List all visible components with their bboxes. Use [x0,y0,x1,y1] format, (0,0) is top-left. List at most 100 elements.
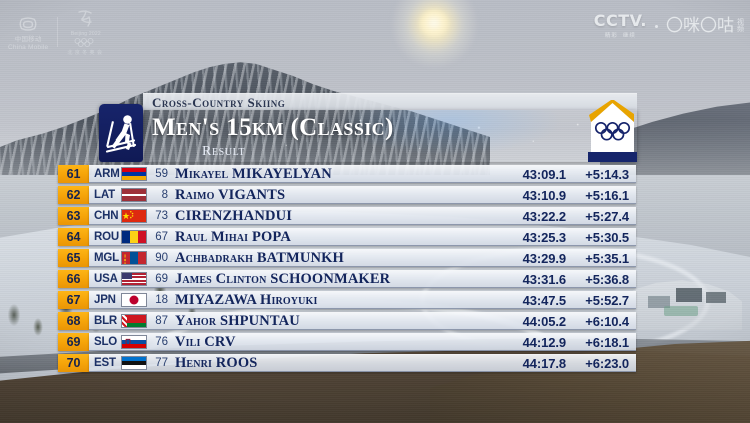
event-title-banner: Men's 15km (Classic) Result [143,110,637,162]
bib-number: 73 [155,210,168,222]
cctv-sublabel-left: 精彩 [604,33,618,39]
table-row: 70 EST 77 Henri ROOS 44:17.8 +6:23.0 [58,354,636,372]
migu-sublabel-bottom: 频 [737,26,744,33]
flag-japan-icon [121,293,147,307]
phase-label: Result [202,144,246,159]
table-row: 67 JPN 18 MIYAZAWA Hiroyuki 43:47.5 +5:52.7 [58,291,636,309]
flag-slovenia-icon [121,335,147,349]
watermark-divider [57,17,59,47]
venue-structure-c [706,292,726,303]
finish-time: 43:09.1 [522,166,567,182]
flag-armenia-icon [121,167,147,181]
row-body: MGL 90 Achbadrakh BATMUNKH 43:29.9 +5:35.1 [89,249,636,267]
cctv-label: CCTV. [593,11,647,30]
flag-belarus-icon [121,314,147,328]
beijing-2022-label: Beijing 2022 [70,31,101,37]
venue-structure-b [676,288,702,302]
time-behind: +6:23.0 [585,355,629,371]
sun-core [420,10,448,36]
migu-logo: 〇咪〇咕 视 频 [666,15,744,36]
rank-badge: 63 [58,207,89,225]
cctv-sublabel-right: 继续 [622,33,636,39]
rank-badge: 67 [58,291,89,309]
finish-time: 44:05.2 [522,313,567,329]
rank-badge: 69 [58,333,89,351]
china-mobile-logo-icon [19,16,37,31]
table-row: 69 SLO 76 Vili CRV 44:12.9 +6:18.1 [58,333,636,351]
table-row: 62 LAT 8 Raimo VIGANTS 43:10.9 +5:16.1 [58,186,636,204]
sport-pictogram-tile [99,104,143,162]
row-body: EST 77 Henri ROOS 44:17.8 +6:23.0 [89,354,636,372]
rank-badge: 65 [58,249,89,267]
table-row: 63 CHN 73 CIRENZHANDUI 43:22.2 +5:27.4 [58,207,636,225]
noc-code: ARM [94,168,120,180]
athlete-name: James Clinton SCHOONMAKER [175,270,391,287]
table-row: 61 ARM 59 Mikayel MIKAYELYAN 43:09.1 +5:14.3 [58,165,636,183]
row-body: JPN 18 MIYAZAWA Hiroyuki 43:47.5 +5:52.7 [89,291,636,309]
bib-number: 67 [155,231,168,243]
venue-green-roof [664,306,698,316]
migu-sublabel: 视 频 [737,19,744,34]
cctv-logo: CCTV. 精彩 继续 [593,11,647,40]
flag-romania-icon [121,230,147,244]
rank-badge: 61 [58,165,89,183]
beijing-2022-watermark: Beijing 2022 北京冬奥会 [67,8,104,56]
results-table: 61 ARM 59 Mikayel MIKAYELYAN 43:09.1 +5:14.3 6… [58,165,636,372]
row-body: BLR 87 Yahor SHPUNTAU 44:05.2 +6:10.4 [89,312,636,330]
bib-number: 59 [155,168,168,180]
cross-country-skier-icon [105,115,137,153]
cctv-sublabel: 精彩 继续 [605,31,636,39]
bib-number: 18 [155,294,168,306]
venue-structure-a [648,296,670,308]
time-behind: +5:35.1 [585,250,629,266]
olympic-rings-watermark-icon [74,38,94,47]
event-title: Men's 15km (Classic) [152,114,394,141]
noc-code: EST [94,357,116,369]
china-mobile-label-cn: 中国移动 [14,35,42,43]
finish-time: 43:25.3 [522,229,567,245]
table-row: 64 ROU 67 Raul Mihai POPA 43:25.3 +5:30.5 [58,228,636,246]
time-behind: +5:14.3 [585,166,629,182]
noc-code: JPN [94,294,116,306]
flag-mongolia-icon [121,251,147,265]
sport-name: Cross-Country Skiing [152,95,286,110]
row-body: CHN 73 CIRENZHANDUI 43:22.2 +5:27.4 [89,207,636,225]
row-body: LAT 8 Raimo VIGANTS 43:10.9 +5:16.1 [89,186,636,204]
noc-code: MGL [94,252,119,264]
noc-code: SLO [94,336,118,348]
rank-badge: 64 [58,228,89,246]
bib-number: 90 [155,252,168,264]
rank-badge: 68 [58,312,89,330]
finish-time: 44:17.8 [522,355,567,371]
time-behind: +6:10.4 [585,313,629,329]
migu-glyph: 〇咪〇咕 [666,15,734,36]
noc-code: BLR [94,315,118,327]
sport-strip: Cross-Country Skiing [143,93,637,110]
finish-time: 43:22.2 [522,208,567,224]
athlete-name: MIYAZAWA Hiroyuki [175,291,318,308]
bib-number: 8 [161,189,168,201]
olympic-rings-badge [588,100,637,162]
time-behind: +5:36.8 [585,271,629,287]
finish-time: 43:10.9 [522,187,567,203]
broadcaster-bug: CCTV. 精彩 继续 〇咪〇咕 视 频 [593,11,744,40]
beijing-2022-emblem-icon [78,10,92,27]
noc-code: CHN [94,210,119,222]
flag-china-icon [121,209,147,223]
athlete-name: Raimo VIGANTS [175,186,286,203]
time-behind: +5:30.5 [585,229,629,245]
athlete-name: Henri ROOS [175,354,258,371]
flag-usa-icon [121,272,147,286]
table-row: 65 MGL 90 Achbadrakh BATMUNKH 43:29.9 +5:35.… [58,249,636,267]
left-watermarks: 中国移动 China Mobile Beijing 2022 北京冬奥会 [8,8,104,56]
bib-number: 87 [155,315,168,327]
noc-code: LAT [94,189,115,201]
athlete-name: Yahor SHPUNTAU [175,312,300,329]
time-behind: +6:18.1 [585,334,629,350]
time-behind: +5:52.7 [585,292,629,308]
athlete-name: Mikayel MIKAYELYAN [175,165,332,182]
row-body: USA 69 James Clinton SCHOONMAKER 43:31.6 +5… [89,270,636,288]
table-row: 68 BLR 87 Yahor SHPUNTAU 44:05.2 +6:10.4 [58,312,636,330]
finish-time: 43:47.5 [522,292,567,308]
